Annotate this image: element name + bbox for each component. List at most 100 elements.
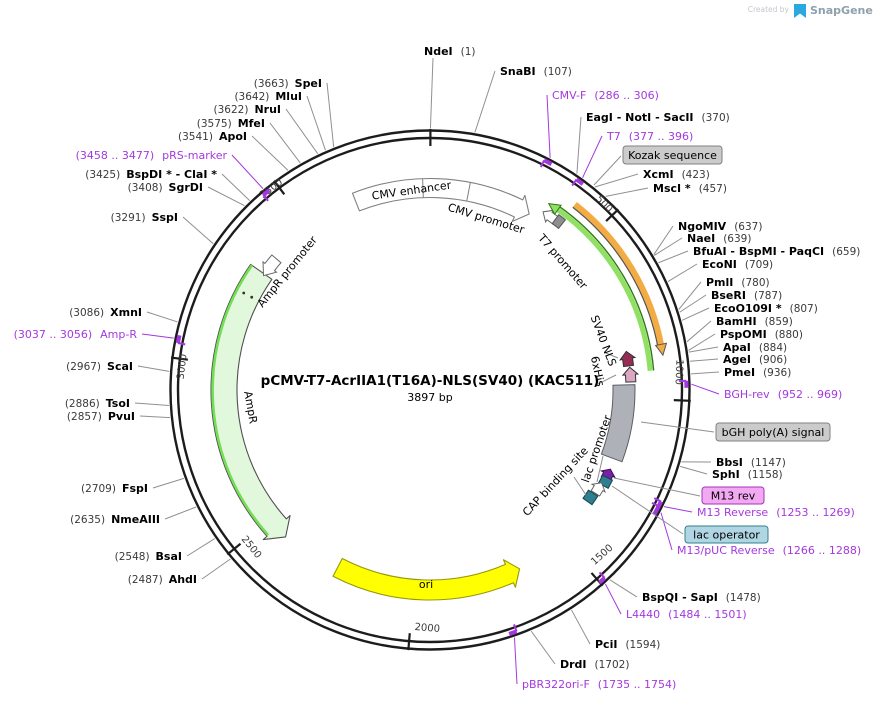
enzyme-label-ecoo109i: EcoO109I * (807) [714, 302, 818, 315]
primer-marks [175, 158, 689, 636]
feature-connector-3 [573, 476, 587, 496]
leader-lines [134, 57, 720, 685]
primer-mark-foot-pbr322ori-f [513, 624, 518, 632]
enzyme-label-bseri: BseRI (787) [711, 289, 782, 302]
leader-naei [653, 237, 683, 256]
cmv-enhancer-promoter-divider-0 [422, 178, 424, 198]
feature-label-ampr: AmpR [241, 390, 260, 425]
leader-apoi [251, 135, 289, 171]
leader-spei [326, 82, 335, 147]
leader-mlui [306, 95, 326, 151]
enzyme-label-pspomi: PspOMI (880) [720, 328, 803, 341]
feature-connector-2 [596, 455, 604, 483]
callout-box-lac-operator [684, 525, 769, 544]
enzyme-label-tsoi: (2886) TsoI [65, 397, 130, 410]
callout-bgh-polya: bGH poly(A) signal [640, 421, 831, 442]
enzyme-label-xmni: (3086) XmnI [69, 306, 142, 319]
callout-leader-bgh-polya [640, 421, 715, 433]
primer-mark-foot-t7 [571, 178, 578, 187]
tick-1000 [673, 399, 691, 402]
green-arc-arrow-head [547, 202, 562, 216]
t7-promoter-bar-shape [551, 214, 567, 230]
created-by-label: Created by [748, 5, 790, 14]
callout-box-m13-rev [701, 486, 765, 505]
leader-nrui [285, 108, 319, 155]
tick-3500 [273, 180, 286, 195]
primer-label-bgh-rev: BGH-rev (952 .. 969) [724, 388, 842, 401]
enzyme-label-ngomiv: NgoMIV (637) [678, 220, 762, 233]
primer-mark-foot-amp-r [177, 342, 186, 346]
enzyme-label-nmeaiii: (2635) NmeAIII [70, 513, 160, 526]
callout-leader-kozak-sequence [593, 155, 622, 186]
primer-label-prs-marker: (3458 .. 3477) pRS-marker [76, 149, 228, 162]
enzyme-label-sphi: SphI (1158) [712, 468, 783, 481]
leader-pmei [690, 371, 720, 375]
plasmid-title: pCMV-T7-AcrIIA1(T16A)-NLS(SV40) (KAC511) [261, 373, 600, 389]
tick-label-2000: 2000 [414, 622, 440, 635]
feature-cmv-enhancer-promoter [351, 177, 530, 223]
leader-bgh-rev [691, 383, 720, 395]
enzyme-label-sspi: (3291) SspI [111, 211, 178, 224]
feature-cap-binding-site-glyph [582, 489, 599, 506]
leader-ndei [429, 57, 434, 129]
lac-promoter-glyph-shape [590, 482, 606, 497]
feature-label-ori: ori [419, 578, 433, 591]
enzyme-label-mlui: (3642) MluI [234, 90, 302, 103]
enzyme-label-snabi: SnaBI (107) [500, 65, 572, 78]
enzyme-label-scai: (2967) ScaI [66, 360, 133, 373]
primer-mark-foot-cmv-f [539, 159, 546, 168]
leader-pcii [571, 609, 591, 645]
primer-mark-pbr322ori-f [508, 629, 518, 636]
enzyme-label-naei: NaeI (639) [687, 232, 751, 245]
feature-orange-arc-arrow [572, 202, 668, 357]
leader-xcmi [594, 173, 639, 188]
feature-connector-1 [597, 374, 617, 385]
enzyme-label-pcii: PciI (1594) [595, 638, 660, 651]
enzyme-label-bspdi-clai: (3425) BspDI * - ClaI * [85, 168, 217, 181]
feature-6xhis-glyph [621, 366, 640, 383]
primer-mark-foot-m13-puc-reverse [651, 501, 660, 508]
leader-sspi [182, 216, 214, 245]
brand-name: SnapGene [810, 4, 873, 17]
enzyme-label-xcmi: XcmI (423) [643, 168, 710, 181]
enzyme-label-econi: EcoNI (709) [702, 258, 773, 271]
primer-mark-foot-prs-marker [262, 194, 269, 202]
ampr-hatch-dot-0 [242, 291, 246, 295]
leader-bamhi [686, 320, 712, 343]
enzyme-label-apoi: (3541) ApoI [178, 130, 247, 143]
enzyme-label-fspi: (2709) FspI [81, 482, 148, 495]
primer-mark-t7 [575, 177, 585, 186]
leader-amp-r [141, 333, 174, 339]
leader-cmv-f [546, 94, 551, 158]
callout-leader-lac-operator [611, 485, 684, 535]
leader-fspi [152, 477, 185, 489]
callout-lac-operator: lac operator [611, 485, 769, 544]
sv40-nls-glyph-shape [619, 350, 637, 368]
leader-scai [137, 365, 170, 372]
primer-label-t7: T7 (377 .. 396) [606, 130, 693, 143]
primer-labels: CMV-F (286 .. 306) T7 (377 .. 396) BGH-rev (9… [14, 89, 862, 691]
credits: Created by SnapGene [748, 4, 873, 18]
enzyme-label-bbsi: BbsI (1147) [716, 456, 786, 469]
primer-mark-amp-r [175, 334, 182, 344]
primer-label-m13-puc-reverse: M13/pUC Reverse (1266 .. 1288) [677, 544, 861, 557]
enzyme-site-labels: NdeI (1) SnaBI (107) EagI - NotI - SacII (370… [65, 45, 861, 671]
enzyme-label-apai: ApaI (884) [723, 341, 787, 354]
leader-eagi-noti-sacii [576, 116, 582, 174]
leader-drdi [530, 630, 556, 665]
orange-arc-arrow-body [573, 202, 665, 348]
leader-m13-reverse [663, 506, 693, 513]
callout-text-kozak-sequence: Kozak sequence [628, 149, 717, 162]
feature-label-cap-binding-site: CAP binding site [520, 444, 591, 519]
leader-xmni [146, 311, 178, 323]
feature-label-6xhis: 6xHis [588, 355, 607, 388]
ampr-arrow-shape [210, 263, 291, 541]
feature-ampr-arrow [210, 263, 291, 541]
enzyme-label-drdi: DrdI (1702) [560, 658, 629, 671]
enzyme-label-pvui: (2857) PvuI [67, 410, 135, 423]
plasmid-size: 3897 bp [407, 391, 452, 404]
leader-apai [688, 346, 719, 353]
